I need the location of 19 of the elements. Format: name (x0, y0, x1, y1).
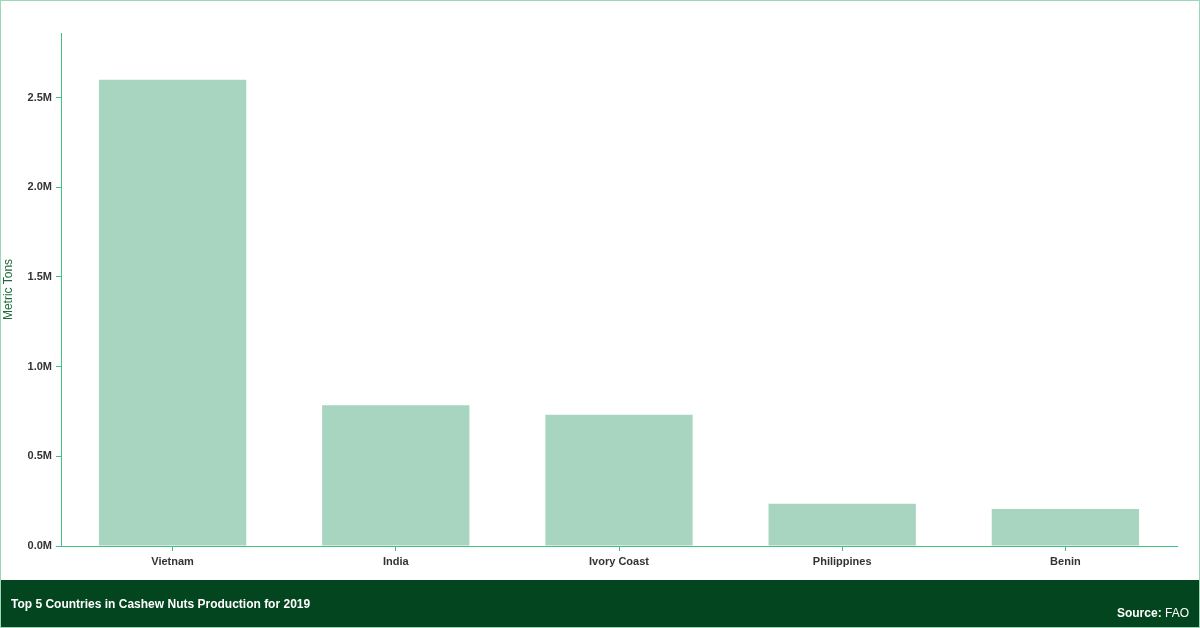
x-tick-label: Ivory Coast (589, 554, 650, 567)
y-tick-label: 1.5M (27, 269, 52, 282)
y-axis-title: Metric Tons (0, 258, 15, 321)
y-tick-label: 1.0M (27, 359, 52, 372)
x-tick-label: Benin (1050, 554, 1081, 567)
x-tick-label: India (382, 554, 410, 567)
bar (991, 509, 1140, 546)
y-tick-label: 0.0M (27, 539, 52, 552)
y-tick-label: 0.5M (27, 449, 52, 462)
y-tick-label: 2.5M (27, 90, 52, 103)
x-tick-label: Philippines (812, 554, 872, 567)
x-tick-label: Vietnam (151, 554, 195, 567)
bar (98, 79, 247, 546)
bar (322, 405, 470, 546)
y-tick-label: 2.0M (27, 180, 52, 193)
text: Top 5 Countries in Cashew Nuts Production for 2019 (11, 597, 311, 611)
source-note: Source: FAO (1116, 606, 1189, 620)
bar (545, 414, 693, 546)
bar (768, 503, 916, 546)
